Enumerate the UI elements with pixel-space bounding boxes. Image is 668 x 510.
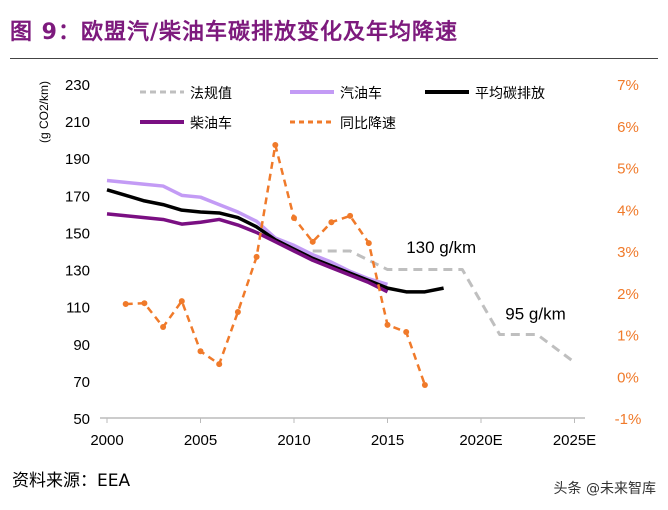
diesel-line	[106, 212, 389, 294]
watermark: 头条 @未来智库	[553, 481, 656, 497]
y2-tick-label: 7%	[617, 77, 639, 94]
y-tick-label: 130	[65, 263, 90, 280]
regulation-line	[312, 249, 576, 364]
title-divider	[10, 58, 658, 59]
legend-label: 同比降速	[340, 115, 396, 131]
legend-label: 柴油车	[190, 115, 232, 131]
y-tick-label: 90	[73, 337, 90, 354]
legend-label: 汽油车	[340, 85, 382, 101]
yoy-decline-point	[365, 240, 372, 247]
x-tick-label: 2005	[184, 432, 217, 449]
yoy-decline-point	[291, 215, 297, 222]
yoy-decline-point	[347, 212, 354, 219]
yoy-decline-point	[122, 301, 129, 308]
y2-tick-label: -1%	[615, 411, 642, 428]
y-tick-label: 170	[65, 188, 90, 205]
yoy-decline-point	[421, 382, 428, 389]
yoy-decline-point	[403, 328, 410, 335]
petrol-line	[106, 178, 388, 287]
y-tick-label: 190	[65, 151, 90, 168]
y2-tick-label: 5%	[617, 161, 639, 178]
y2-tick-label: 3%	[617, 244, 639, 261]
yoy-decline-point	[234, 308, 241, 315]
figure-title: 图 9：欧盟汽/柴油车碳排放变化及年均降速	[10, 20, 459, 45]
chart: 2000 2005 2010 2015 2020E 2025E 50 70 90 110 130 15…	[37, 77, 642, 449]
yoy-decline-point	[160, 323, 167, 330]
x-tick-label: 2015	[371, 432, 404, 449]
y2-tick-label: 6%	[617, 119, 639, 136]
x-tick-label: 2000	[90, 432, 123, 449]
y-tick-label: 110	[66, 300, 90, 317]
x-tick-label: 2020E	[459, 432, 502, 449]
y-tick-label: 210	[65, 114, 90, 131]
y2-tick-label: 1%	[617, 328, 639, 345]
y2-tick-label: 0%	[617, 369, 639, 386]
y-tick-label: 50	[73, 411, 90, 428]
yoy-decline-line	[125, 143, 427, 386]
yoy-decline-point	[309, 238, 316, 245]
x-tick-label: 2025E	[553, 432, 596, 449]
y-axis-label: (g CO2/km)	[37, 81, 51, 143]
yoy-decline-point	[197, 348, 204, 355]
y2-tick-label: 2%	[617, 286, 639, 303]
legend-label: 平均碳排放	[475, 85, 545, 101]
yoy-decline-point	[272, 141, 279, 148]
y2-tick-label: 4%	[617, 202, 639, 219]
annotation-label: 95 g/km	[505, 305, 565, 324]
legend-label: 法规值	[190, 85, 232, 101]
source-note: 资料来源：EEA	[12, 471, 131, 491]
yoy-decline-point	[253, 253, 260, 260]
annotation-label: 130 g/km	[406, 238, 476, 257]
yoy-decline-point	[141, 300, 148, 307]
yoy-decline-point	[328, 219, 335, 226]
yoy-decline-point	[178, 298, 185, 305]
yoy-decline-point	[384, 321, 391, 328]
y-tick-label: 70	[73, 374, 90, 391]
y-tick-label: 150	[65, 225, 90, 242]
x-tick-label: 2010	[277, 432, 310, 449]
yoy-decline-point	[216, 361, 223, 368]
y-tick-label: 230	[65, 77, 90, 94]
